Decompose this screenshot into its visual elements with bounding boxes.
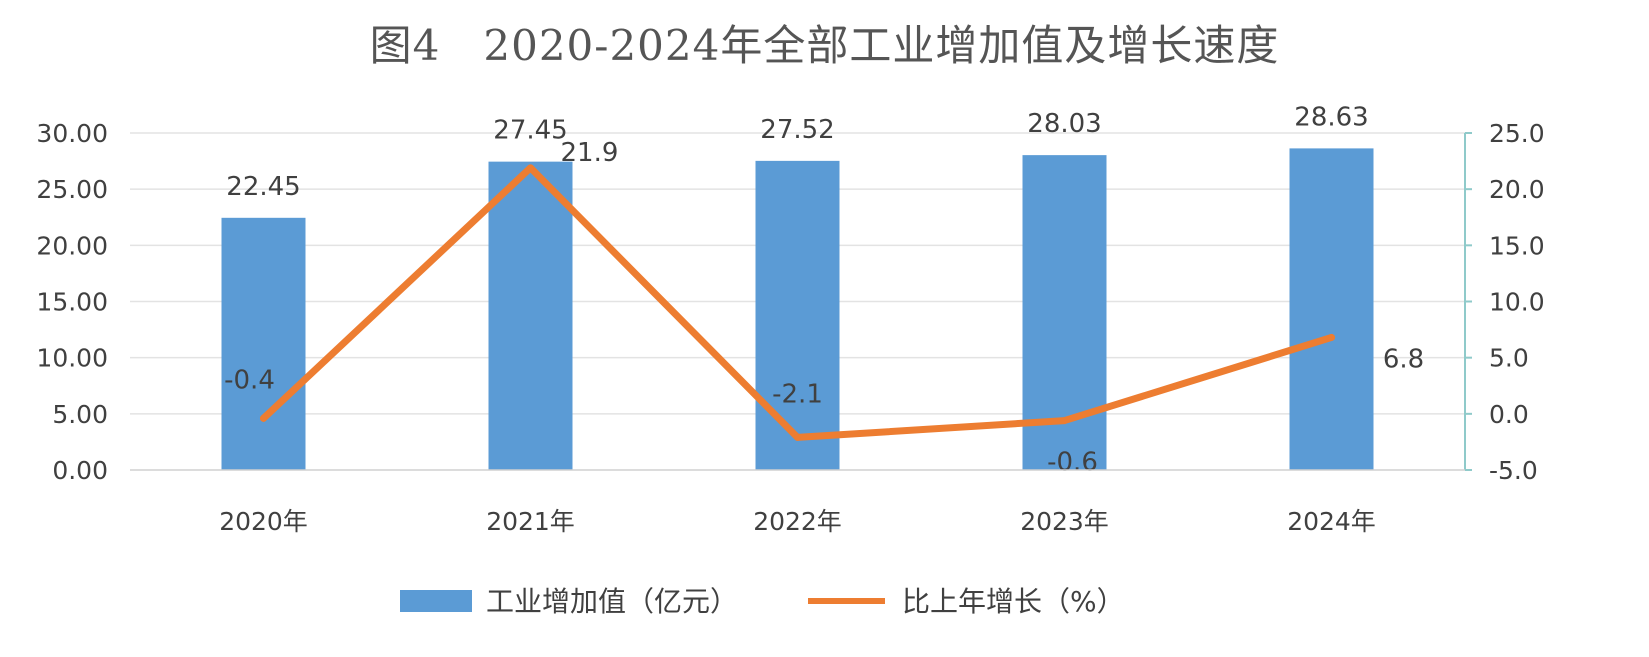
x-tick-label: 2022年 (753, 507, 842, 536)
line-point (1061, 417, 1068, 425)
line-data-label: 6.8 (1383, 344, 1424, 374)
left-tick-label: 25.00 (36, 175, 108, 204)
chart-title: 图4 2020-2024年全部工业增加值及增长速度 (369, 21, 1280, 70)
bar-data-label: 27.45 (493, 116, 567, 146)
left-axis: 0.00 5.00 10.00 15.00 20.00 25.00 30.00 (36, 119, 108, 485)
bar (1289, 148, 1374, 471)
left-tick-label: 20.00 (36, 231, 108, 260)
bar-data-label: 28.03 (1027, 109, 1101, 139)
x-tick-label: 2023年 (1020, 507, 1109, 536)
bar-series: 22.45 27.45 27.52 28.03 28.63 (221, 102, 1374, 471)
bar-data-label: 22.45 (226, 172, 300, 202)
line-data-label: -2.1 (772, 379, 823, 409)
bar-data-label: 28.63 (1294, 102, 1368, 132)
bar (488, 161, 573, 470)
x-tick-label: 2021年 (486, 507, 575, 536)
right-tick-label: 0.0 (1489, 400, 1529, 429)
left-tick-label: 10.00 (36, 344, 108, 373)
bar-data-label: 27.52 (760, 115, 834, 145)
line-data-label: -0.6 (1047, 448, 1098, 478)
legend-swatch-bar (400, 590, 472, 612)
x-tick-label: 2024年 (1287, 507, 1376, 536)
legend: 工业增加值（亿元） 比上年增长（%） (400, 585, 1125, 618)
line-data-label: 21.9 (561, 138, 619, 168)
left-tick-label: 30.00 (36, 119, 108, 148)
line-point (1328, 333, 1335, 341)
left-tick-label: 5.00 (52, 400, 108, 429)
right-tick-label: 5.0 (1489, 344, 1529, 373)
right-axis: -5.0 0.0 5.0 10.0 15.0 20.0 25.0 (1464, 119, 1545, 485)
bar (755, 160, 840, 470)
right-tick-label: 20.0 (1489, 175, 1545, 204)
right-tick-label: 25.0 (1489, 119, 1545, 148)
left-tick-label: 15.00 (36, 288, 108, 317)
left-tick-label: 0.00 (52, 456, 108, 485)
line-point (260, 414, 267, 422)
x-axis: 2020年 2021年 2022年 2023年 2024年 (130, 469, 1465, 536)
line-data-label: -0.4 (224, 365, 275, 395)
right-tick-label: 15.0 (1489, 231, 1545, 260)
right-tick-label: -5.0 (1489, 456, 1538, 485)
line-point (527, 164, 534, 172)
bar (221, 217, 306, 470)
legend-label-line: 比上年增长（%） (902, 585, 1125, 618)
x-tick-label: 2020年 (219, 507, 308, 536)
legend-label-bar: 工业增加值（亿元） (486, 585, 738, 618)
right-tick-label: 10.0 (1489, 288, 1545, 317)
line-point (794, 433, 801, 441)
line-series: -0.4 21.9 -2.1 -0.6 6.8 (224, 138, 1424, 478)
